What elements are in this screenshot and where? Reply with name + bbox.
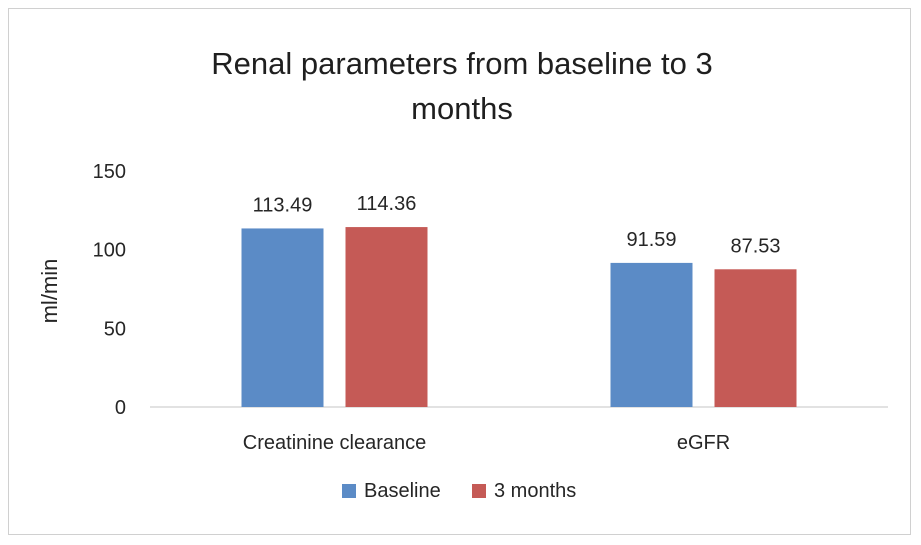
chart-title-line-1: Renal parameters from baseline to 3 [211, 46, 712, 81]
legend-label: Baseline [364, 480, 441, 502]
legend-label: 3 months [494, 480, 576, 502]
y-tick-label: 100 [93, 240, 126, 262]
category-labels-group: Creatinine clearance eGFR [243, 432, 730, 454]
bar-chart: Renal parameters from baseline to 3 mont… [37, 46, 888, 502]
data-label: 113.49 [253, 194, 313, 216]
category-label: eGFR [677, 432, 730, 454]
y-tick-label: 50 [104, 318, 126, 340]
chart-title-line-2: months [411, 91, 513, 126]
data-labels-group: 113.49 114.36 91.59 87.53 [253, 193, 781, 257]
y-axis-title: ml/min [37, 259, 62, 324]
bar-3-months-creatinine-clearance [345, 227, 428, 407]
bar-3-months-egfr [714, 269, 797, 407]
data-label: 114.36 [357, 193, 417, 215]
bar-baseline-creatinine-clearance [241, 228, 324, 407]
category-label: Creatinine clearance [243, 432, 426, 454]
y-tick-label: 0 [115, 397, 126, 419]
y-tick-label: 150 [93, 161, 126, 183]
bar-baseline-egfr [610, 262, 693, 407]
legend-swatch-baseline [342, 484, 356, 498]
legend: Baseline 3 months [342, 480, 576, 502]
data-label: 91.59 [626, 229, 676, 251]
data-label: 87.53 [730, 235, 780, 257]
legend-swatch-3-months [472, 484, 486, 498]
bars-group [241, 227, 797, 407]
chart-frame: Renal parameters from baseline to 3 mont… [8, 8, 911, 535]
y-axis-ticks: 0 50 100 150 [93, 161, 126, 419]
